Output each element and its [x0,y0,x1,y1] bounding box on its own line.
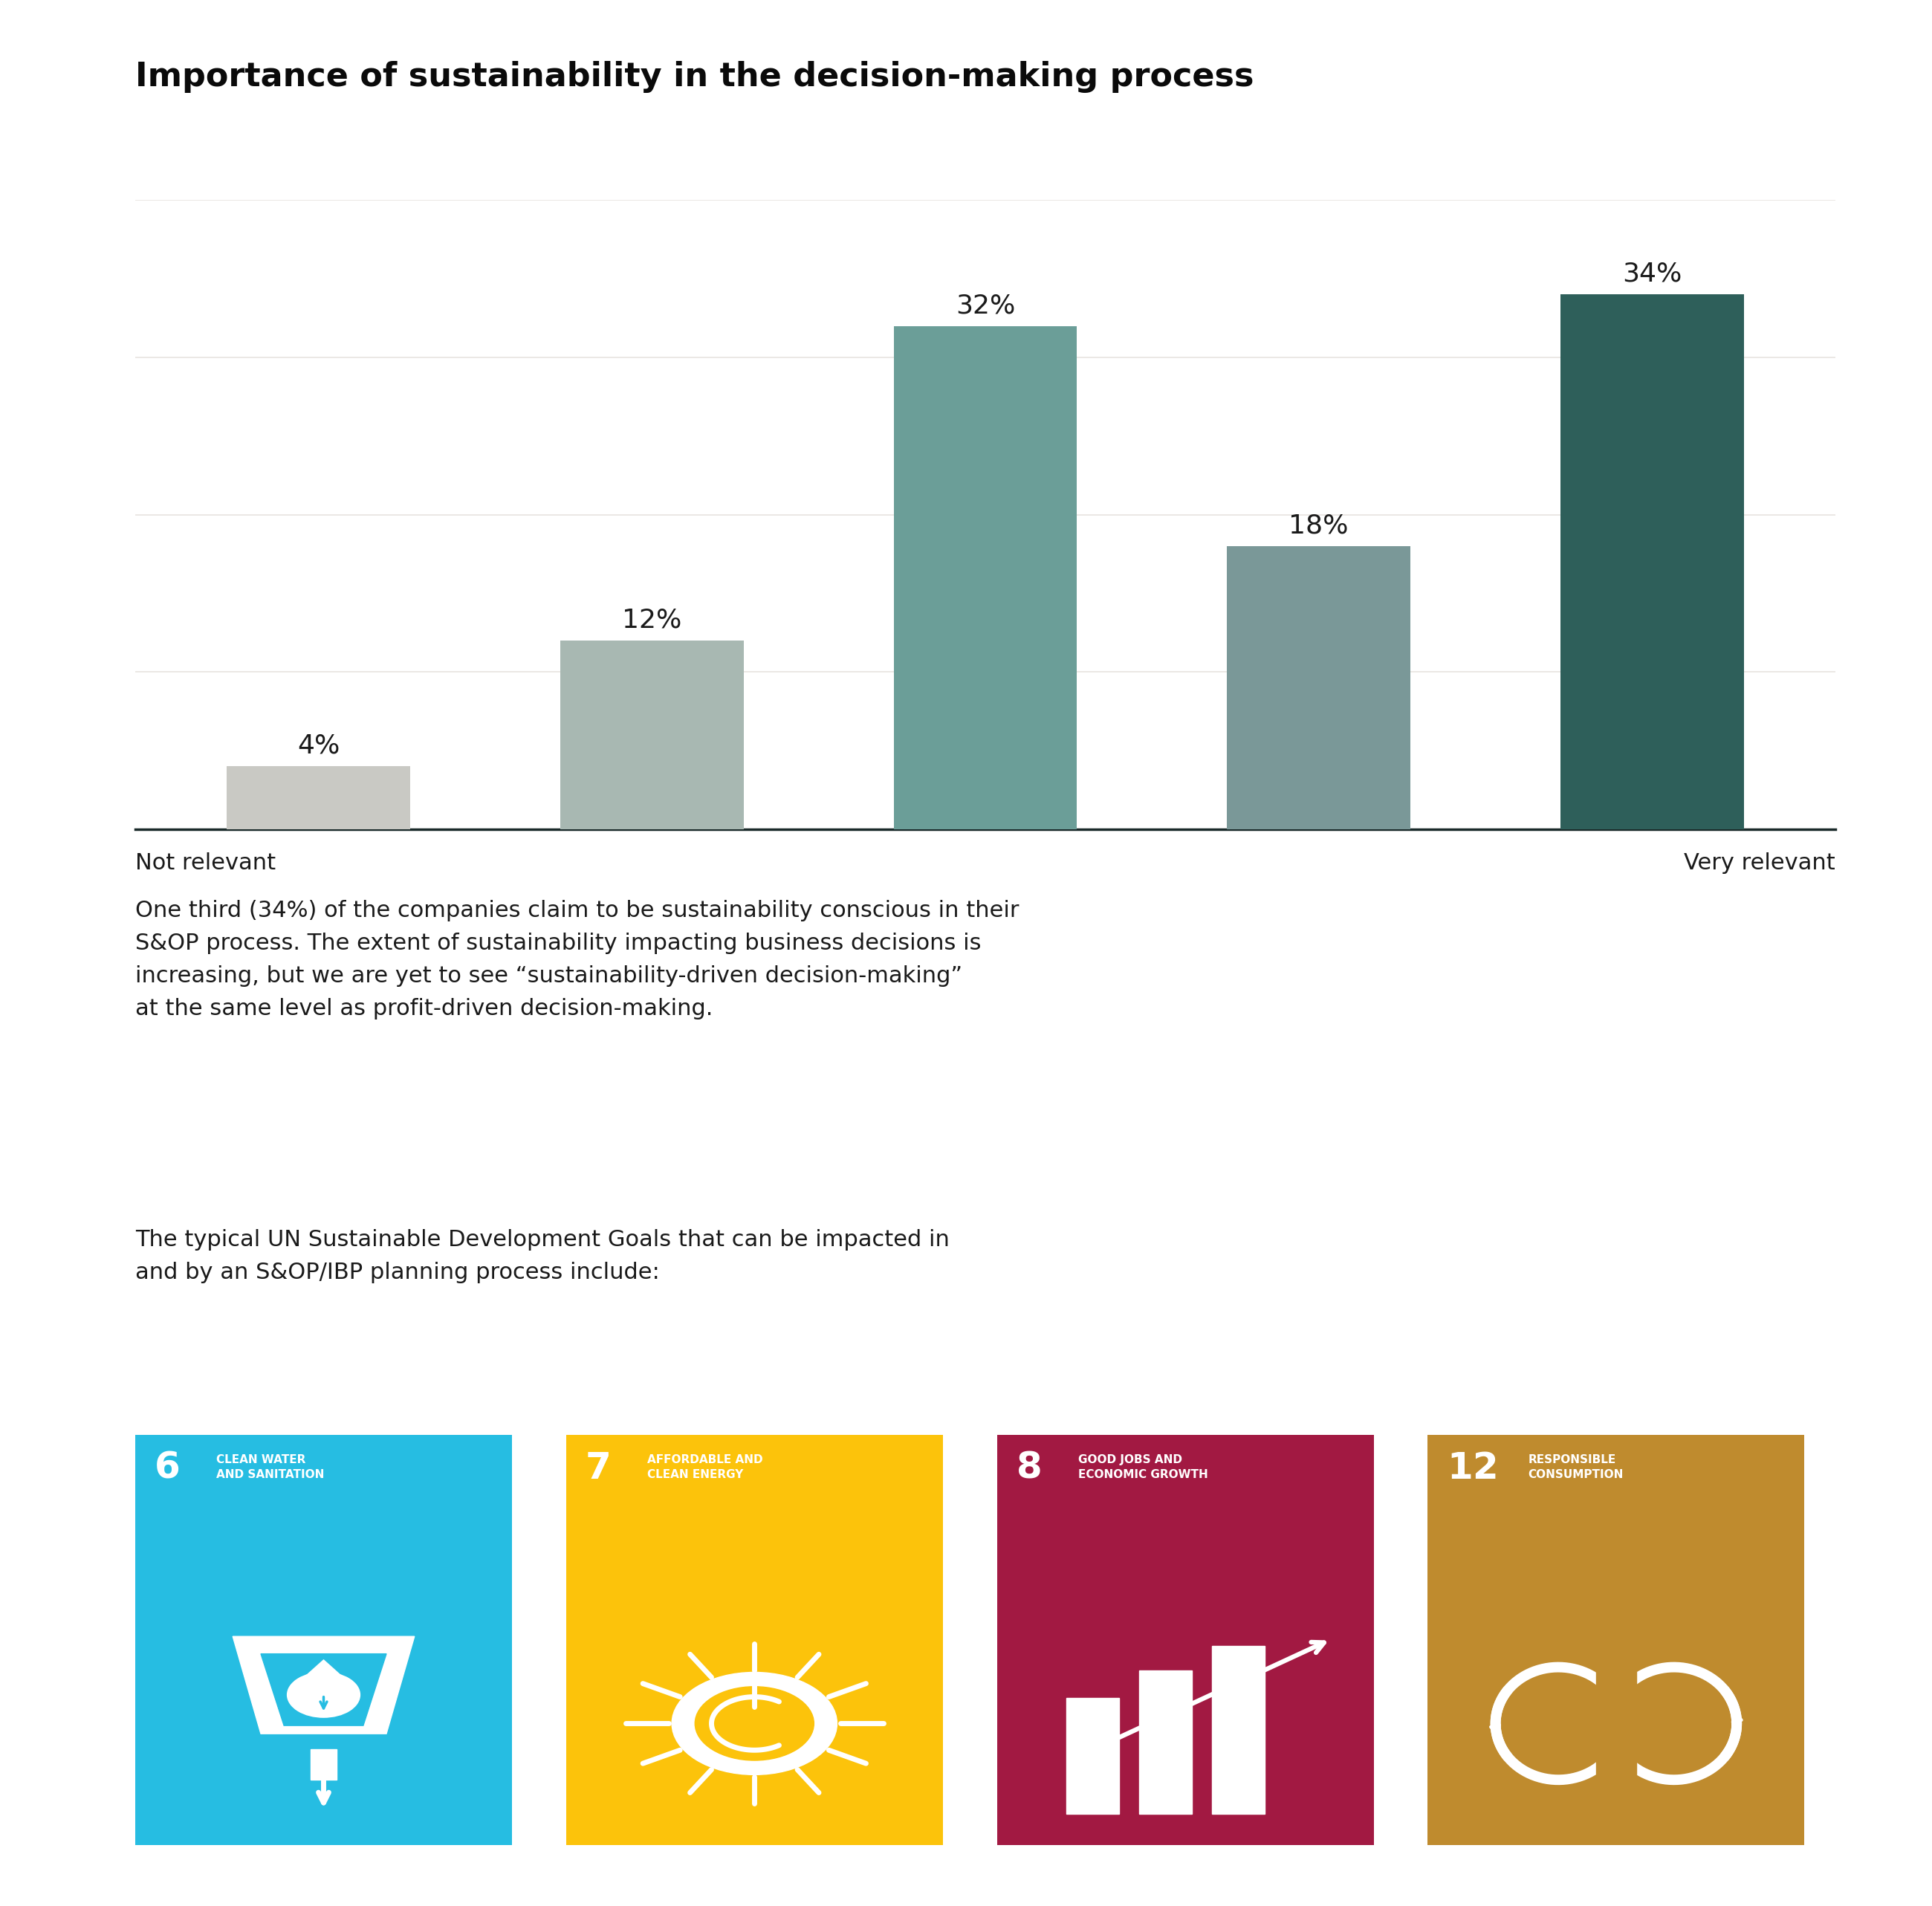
Bar [1227,545,1410,829]
Text: AFFORDABLE AND
CLEAN ENERGY: AFFORDABLE AND CLEAN ENERGY [647,1454,763,1481]
Polygon shape [261,1654,386,1725]
Text: 12%: 12% [622,608,682,633]
Text: 4%: 4% [298,734,340,759]
Text: 32%: 32% [956,294,1014,318]
Bar [1561,294,1745,829]
Text: Importance of sustainability in the decision-making process: Importance of sustainability in the deci… [135,61,1254,93]
Circle shape [288,1672,359,1717]
Circle shape [672,1672,837,1774]
Text: RESPONSIBLE
CONSUMPTION: RESPONSIBLE CONSUMPTION [1528,1454,1623,1481]
Text: CLEAN WATER
AND SANITATION: CLEAN WATER AND SANITATION [216,1454,325,1481]
Text: Not relevant: Not relevant [135,852,276,873]
Bar [1211,1645,1265,1815]
Text: Very relevant: Very relevant [1685,852,1835,873]
Text: One third (34%) of the companies claim to be sustainability conscious in their
S: One third (34%) of the companies claim t… [135,900,1020,1020]
Text: 18%: 18% [1289,513,1349,537]
Bar [895,326,1076,829]
Bar [311,1750,336,1780]
Text: 6: 6 [155,1450,180,1487]
Bar [226,766,410,829]
Text: The typical UN Sustainable Development Goals that can be impacted in
and by an S: The typical UN Sustainable Development G… [135,1229,949,1283]
Bar [1066,1698,1119,1815]
Polygon shape [294,1660,354,1687]
Text: 34%: 34% [1623,261,1683,286]
Circle shape [696,1687,813,1761]
Bar [560,640,744,829]
Text: GOOD JOBS AND
ECONOMIC GROWTH: GOOD JOBS AND ECONOMIC GROWTH [1078,1454,1208,1481]
Text: 12: 12 [1447,1450,1499,1487]
Text: 8: 8 [1016,1450,1041,1487]
Text: 7: 7 [585,1450,611,1487]
Bar [1140,1670,1192,1815]
Bar [1596,1664,1636,1782]
Polygon shape [232,1637,415,1734]
